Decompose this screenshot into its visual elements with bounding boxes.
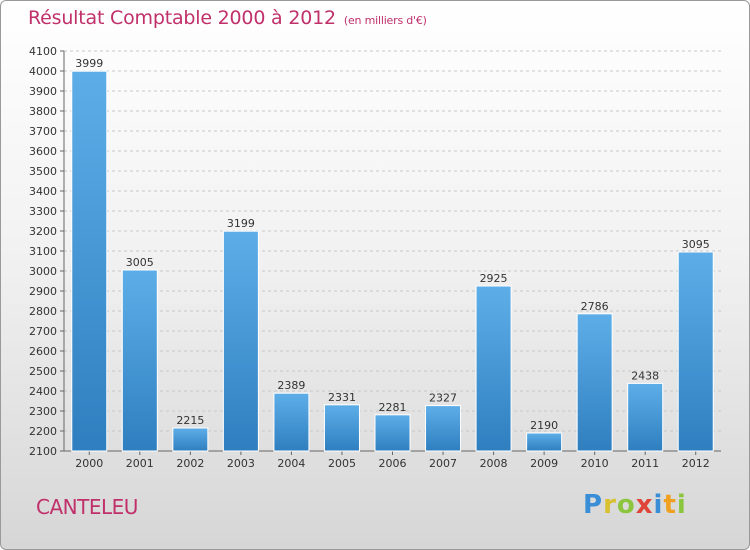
proxiti-logo: Proxiti: [583, 490, 687, 520]
logo-letter: o: [616, 490, 636, 520]
y-tick-label: 2800: [29, 305, 57, 318]
y-tick-label: 4000: [29, 65, 57, 78]
bar: [526, 432, 563, 452]
logo-letter: r: [603, 490, 617, 520]
x-tick-label: 2000: [75, 457, 103, 470]
bar-value-label: 2281: [379, 401, 407, 414]
x-tick-label: 2005: [328, 457, 356, 470]
x-tick-label: 2010: [581, 457, 609, 470]
y-tick-label: 2600: [29, 345, 57, 358]
y-tick-label: 4100: [29, 45, 57, 58]
y-tick-label: 3100: [29, 245, 57, 258]
bar-value-label: 2389: [277, 379, 305, 392]
y-tick-label: 2400: [29, 385, 57, 398]
y-tick-label: 3000: [29, 265, 57, 278]
y-tick-label: 3500: [29, 165, 57, 178]
bar-value-label: 2925: [480, 272, 508, 285]
y-tick-label: 2700: [29, 325, 57, 338]
x-tick-label: 2011: [631, 457, 659, 470]
y-tick-label: 2200: [29, 425, 57, 438]
logo-letter: i: [653, 490, 664, 520]
x-tick-label: 2003: [227, 457, 255, 470]
bar: [273, 392, 310, 452]
bar-value-label: 2190: [530, 419, 558, 432]
bar: [121, 269, 158, 452]
x-tick-label: 2012: [682, 457, 710, 470]
y-tick-label: 2500: [29, 365, 57, 378]
bar: [323, 404, 360, 452]
logo-letter: P: [583, 490, 604, 520]
bar: [172, 427, 209, 452]
logo-letter: i: [676, 490, 687, 520]
x-tick-label: 2002: [176, 457, 204, 470]
bar-value-label: 2786: [581, 300, 609, 313]
y-tick-label: 2100: [29, 445, 57, 458]
title-text: Résultat Comptable 2000 à 2012: [28, 7, 336, 29]
bar: [425, 405, 462, 452]
y-tick-label: 3400: [29, 185, 57, 198]
bar-value-label: 3999: [75, 57, 103, 70]
commune-name: CANTELEU: [36, 495, 138, 519]
bar: [627, 382, 664, 452]
bar-value-label: 3095: [682, 238, 710, 251]
logo-letter: x: [635, 490, 654, 520]
y-tick-label: 2900: [29, 285, 57, 298]
bar: [475, 285, 512, 452]
x-tick-label: 2007: [429, 457, 457, 470]
y-tick-label: 2300: [29, 405, 57, 418]
bar: [71, 70, 108, 452]
bar-value-label: 2438: [631, 369, 659, 382]
bar-value-label: 2331: [328, 391, 356, 404]
x-tick-label: 2009: [530, 457, 558, 470]
y-tick-label: 3700: [29, 125, 57, 138]
y-tick-label: 3800: [29, 105, 57, 118]
y-tick-label: 3200: [29, 225, 57, 238]
bar: [222, 230, 259, 452]
bar-value-label: 2215: [176, 414, 204, 427]
x-tick-label: 2006: [379, 457, 407, 470]
chart-subtitle: (en milliers d'€): [343, 14, 427, 27]
y-tick-label: 3600: [29, 145, 57, 158]
logo-letter: t: [663, 490, 677, 520]
x-tick-label: 2001: [126, 457, 154, 470]
bar: [576, 313, 613, 452]
bar: [677, 251, 714, 452]
x-tick-label: 2008: [480, 457, 508, 470]
chart-title: Résultat Comptable 2000 à 2012 (en millie…: [28, 7, 427, 29]
y-tick-label: 3300: [29, 205, 57, 218]
bar-value-label: 3005: [126, 256, 154, 269]
y-tick-label: 3900: [29, 85, 57, 98]
bar-value-label: 2327: [429, 392, 457, 405]
x-tick-label: 2004: [277, 457, 305, 470]
bar-value-label: 3199: [227, 217, 255, 230]
bar: [374, 414, 411, 452]
